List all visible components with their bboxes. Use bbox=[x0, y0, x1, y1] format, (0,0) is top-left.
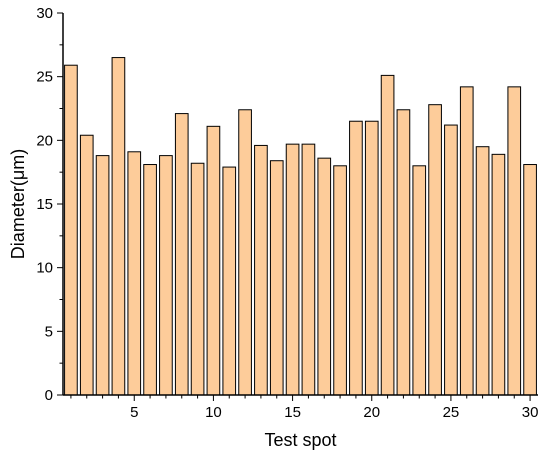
bar-25 bbox=[444, 124, 458, 396]
bar-10 bbox=[206, 125, 221, 396]
x-axis-title: Test spot bbox=[264, 430, 336, 450]
x-ticks-group: 5 10 15 20 25 30 bbox=[70, 395, 539, 421]
bar-7 bbox=[159, 155, 173, 396]
bar-29 bbox=[507, 86, 522, 396]
x-tick-label-30: 30 bbox=[522, 404, 539, 421]
bar-13 bbox=[254, 144, 268, 396]
y-tick-label-10: 10 bbox=[36, 260, 53, 277]
bar-14 bbox=[269, 160, 284, 396]
x-tick-label-25: 25 bbox=[443, 404, 460, 421]
bar-22 bbox=[396, 109, 411, 396]
bar-21 bbox=[380, 74, 395, 396]
bar-17 bbox=[317, 157, 332, 396]
bar-26 bbox=[459, 86, 474, 396]
x-tick-label-5: 5 bbox=[130, 404, 138, 421]
x-tick-label-20: 20 bbox=[363, 404, 380, 421]
bar-16 bbox=[301, 143, 316, 396]
x-tick-label-15: 15 bbox=[284, 404, 301, 421]
bar-3 bbox=[95, 155, 110, 396]
x-tick-label-10: 10 bbox=[205, 404, 222, 421]
y-tick-label-30: 30 bbox=[36, 5, 53, 22]
bar-6 bbox=[143, 164, 157, 396]
y-axis-title: Diameter(μm) bbox=[8, 149, 28, 259]
bar-1 bbox=[64, 64, 78, 396]
bar-24 bbox=[428, 104, 442, 396]
bar-18 bbox=[333, 165, 347, 396]
bars-group bbox=[64, 57, 537, 396]
bar-4 bbox=[111, 57, 126, 396]
bar-2 bbox=[79, 134, 94, 396]
y-tick-label-25: 25 bbox=[36, 69, 53, 86]
bar-11 bbox=[222, 166, 237, 396]
bar-30 bbox=[523, 164, 537, 396]
bar-27 bbox=[475, 146, 490, 396]
bar-15 bbox=[285, 143, 300, 396]
bar-12 bbox=[238, 109, 252, 396]
y-tick-label-15: 15 bbox=[36, 196, 53, 213]
y-tick-label-20: 20 bbox=[36, 132, 53, 149]
bar-9 bbox=[190, 162, 205, 396]
bar-19 bbox=[349, 120, 363, 396]
y-tick-label-5: 5 bbox=[45, 323, 53, 340]
bar-20 bbox=[364, 120, 379, 396]
bar-8 bbox=[174, 113, 189, 396]
bar-5 bbox=[127, 151, 142, 396]
bar-28 bbox=[491, 153, 506, 396]
y-tick-label-0: 0 bbox=[45, 387, 53, 404]
bar-23 bbox=[412, 165, 427, 396]
y-ticks-group: 0 5 10 15 20 25 30 bbox=[36, 5, 63, 404]
